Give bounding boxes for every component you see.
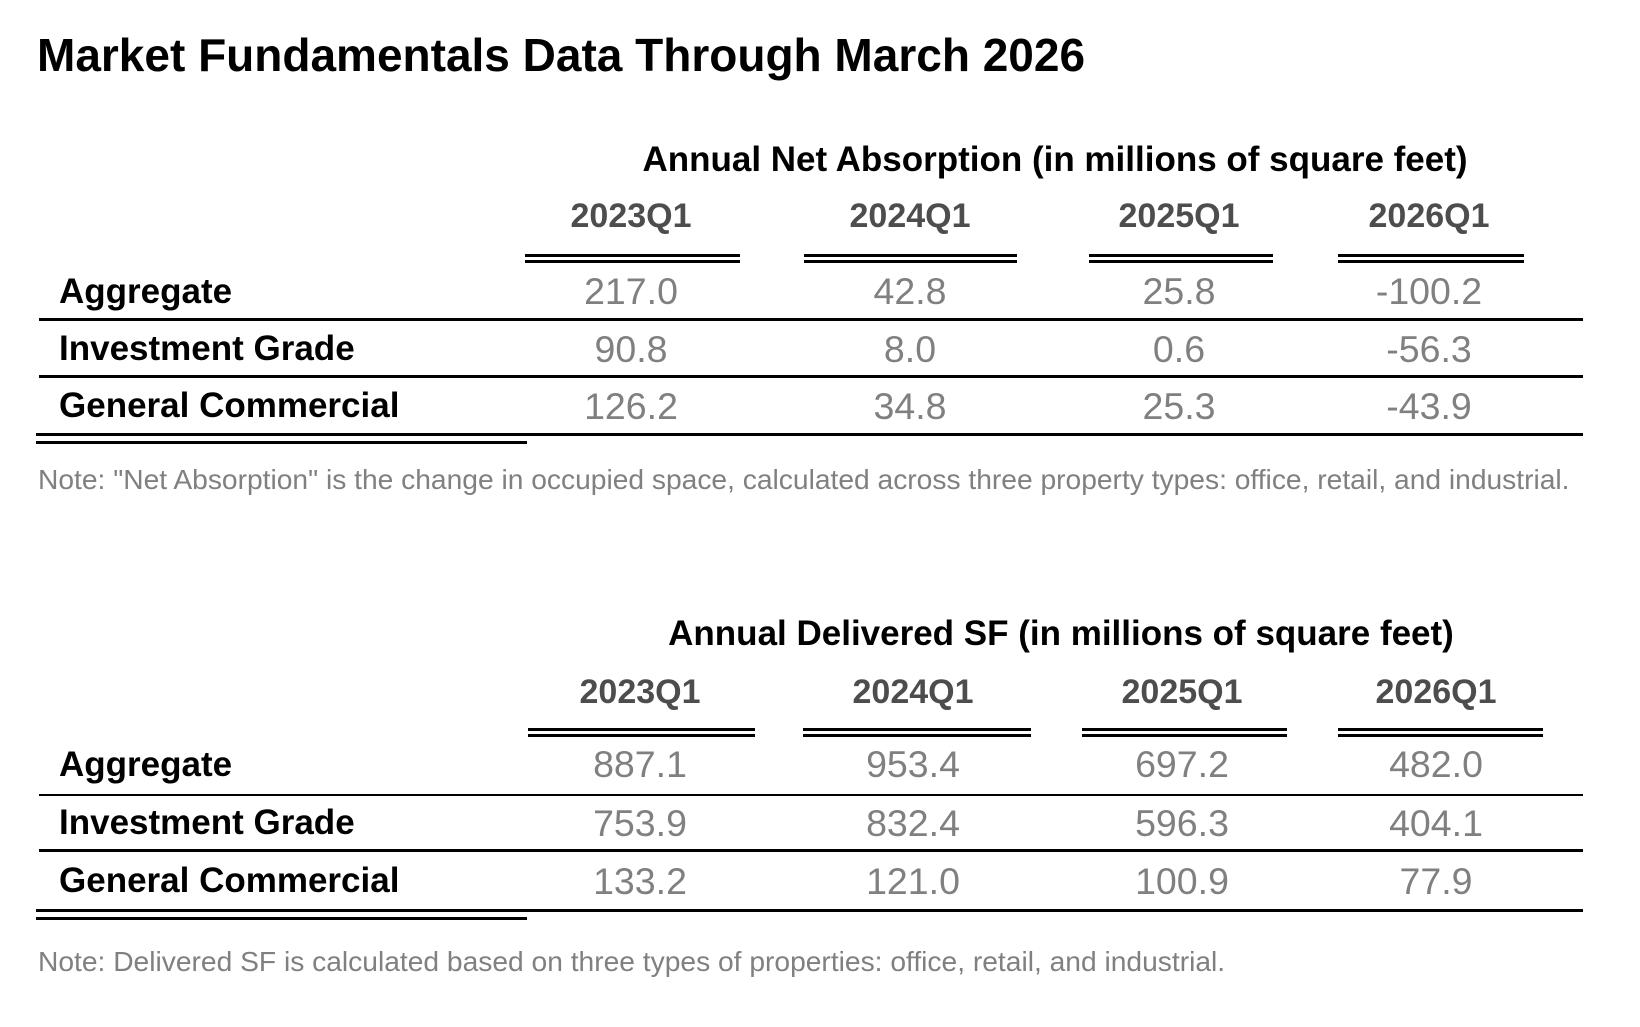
table-cell: -56.3 <box>1386 327 1472 370</box>
table-bottom-rule <box>527 433 1583 436</box>
table-heading: Annual Net Absorption (in millions of sq… <box>642 140 1468 179</box>
table-cell: 217.0 <box>584 270 678 313</box>
column-underline <box>1338 727 1543 737</box>
column-underline <box>803 727 1031 737</box>
row-divider <box>39 849 1583 852</box>
column-underline <box>804 254 1017 263</box>
table-cell: -100.2 <box>1375 270 1483 313</box>
row-label: General Commercial <box>59 861 400 901</box>
table-cell: 953.4 <box>866 743 960 786</box>
table-note: Note: "Net Absorption" is the change in … <box>38 463 1570 496</box>
table-cell: 42.8 <box>873 270 947 313</box>
column-header-2023q1: 2023Q1 <box>579 673 701 711</box>
table-cell: 753.9 <box>593 801 687 844</box>
table-cell: 697.2 <box>1135 743 1229 786</box>
table-bottom-rule <box>527 909 1583 912</box>
table-cell: 133.2 <box>593 859 687 902</box>
table-bottom-double-rule <box>36 909 527 920</box>
column-header-2025q1: 2025Q1 <box>1118 197 1240 235</box>
column-header-2024q1: 2024Q1 <box>849 197 971 235</box>
row-label: Investment Grade <box>59 329 355 369</box>
table-cell: 8.0 <box>883 327 937 370</box>
table-heading: Annual Delivered SF (in millions of squa… <box>668 613 1454 653</box>
row-divider <box>39 793 1583 797</box>
table-note: Note: Delivered SF is calculated based o… <box>38 945 1226 978</box>
table-cell: 25.3 <box>1142 384 1216 427</box>
table-cell: 77.9 <box>1399 859 1473 902</box>
table-cell: 482.0 <box>1389 743 1483 786</box>
table-cell: 596.3 <box>1135 801 1229 844</box>
table-cell: 121.0 <box>866 859 960 902</box>
column-underline <box>528 727 755 737</box>
page-title: Market Fundamentals Data Through March 2… <box>37 28 1086 81</box>
column-header-2026q1: 2026Q1 <box>1375 673 1497 711</box>
row-divider <box>39 318 1583 322</box>
table-bottom-double-rule <box>36 433 527 444</box>
column-header-2024q1: 2024Q1 <box>852 673 974 711</box>
table-cell: 100.9 <box>1135 859 1229 902</box>
table-cell: 25.8 <box>1142 270 1216 313</box>
table-cell: 832.4 <box>866 801 960 844</box>
column-header-2026q1: 2026Q1 <box>1368 197 1490 235</box>
column-header-2023q1: 2023Q1 <box>570 197 692 235</box>
table-cell: 404.1 <box>1389 801 1483 844</box>
row-label: Aggregate <box>59 271 233 311</box>
column-underline <box>1089 254 1273 263</box>
table-cell: -43.9 <box>1386 384 1472 427</box>
row-label: Aggregate <box>59 744 233 784</box>
table-cell: 34.8 <box>873 384 947 427</box>
table-cell: 90.8 <box>594 327 668 370</box>
column-header-2025q1: 2025Q1 <box>1121 673 1243 711</box>
row-label: General Commercial <box>59 386 400 426</box>
row-label: Investment Grade <box>59 803 355 843</box>
table-cell: 126.2 <box>584 384 678 427</box>
table-cell: 887.1 <box>593 743 687 786</box>
column-underline <box>525 254 740 263</box>
column-underline <box>1082 727 1287 737</box>
row-divider <box>39 375 1583 378</box>
column-underline <box>1338 254 1524 263</box>
table-cell: 0.6 <box>1152 327 1206 370</box>
